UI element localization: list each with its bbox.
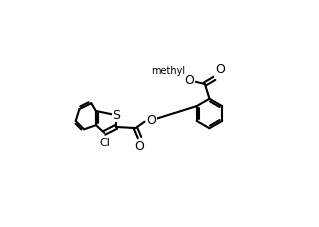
Text: S: S (112, 109, 120, 122)
Text: O: O (146, 114, 156, 127)
Text: O: O (215, 63, 225, 76)
Text: O: O (184, 74, 194, 87)
Text: Cl: Cl (99, 138, 110, 148)
Text: methyl: methyl (151, 67, 185, 76)
Text: O: O (135, 140, 145, 153)
